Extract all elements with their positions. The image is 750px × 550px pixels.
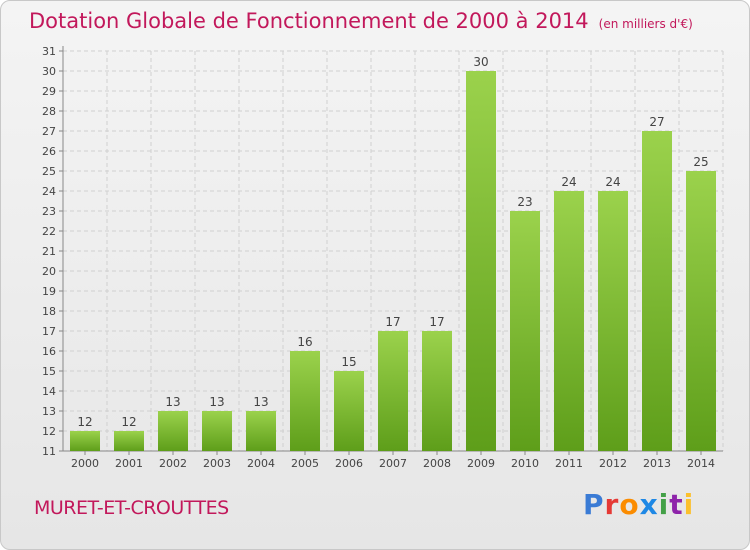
y-tick-label: 16 xyxy=(42,345,56,358)
y-tick-label: 25 xyxy=(42,165,56,178)
logo-letter: x xyxy=(639,488,659,521)
y-tick-label: 26 xyxy=(42,145,56,158)
bar-value-label: 17 xyxy=(385,315,400,329)
x-tick-label: 2009 xyxy=(467,457,495,470)
y-tick-label: 17 xyxy=(42,325,56,338)
y-tick-label: 13 xyxy=(42,405,56,418)
x-tick-label: 2010 xyxy=(511,457,539,470)
bar-2002 xyxy=(158,411,188,451)
y-tick-label: 27 xyxy=(42,125,56,138)
y-tick-label: 29 xyxy=(42,85,56,98)
title-text: Dotation Globale de Fonctionnement de 20… xyxy=(29,9,589,33)
y-tick-label: 19 xyxy=(42,285,56,298)
y-tick-label: 20 xyxy=(42,265,56,278)
x-tick-label: 2003 xyxy=(203,457,231,470)
chart-title: Dotation Globale de Fonctionnement de 20… xyxy=(29,9,693,33)
bar-2003 xyxy=(202,411,232,451)
y-tick-label: 18 xyxy=(42,305,56,318)
bar-2007 xyxy=(378,331,408,451)
bar-value-label: 27 xyxy=(649,115,664,129)
y-tick-label: 14 xyxy=(42,385,56,398)
bar-2004 xyxy=(246,411,276,451)
y-tick-label: 11 xyxy=(42,445,56,458)
bar-value-label: 24 xyxy=(561,175,576,189)
bar-2008 xyxy=(422,331,452,451)
x-tick-label: 2012 xyxy=(599,457,627,470)
x-tick-label: 2007 xyxy=(379,457,407,470)
y-tick-label: 31 xyxy=(42,45,56,58)
bar-value-label: 13 xyxy=(253,395,268,409)
bar-2013 xyxy=(642,131,672,451)
x-tick-label: 2008 xyxy=(423,457,451,470)
bar-value-label: 13 xyxy=(209,395,224,409)
bar-value-label: 23 xyxy=(517,195,532,209)
x-tick-label: 2005 xyxy=(291,457,319,470)
proxiti-logo: Proxiti xyxy=(583,488,694,521)
bar-2012 xyxy=(598,191,628,451)
logo-letter: i xyxy=(658,488,670,521)
y-tick-label: 30 xyxy=(42,65,56,78)
y-tick-label: 15 xyxy=(42,365,56,378)
bar-value-label: 30 xyxy=(473,55,488,69)
logo-letter: P xyxy=(583,488,605,521)
unit-label: (en milliers d'€) xyxy=(598,17,693,31)
x-tick-label: 2013 xyxy=(643,457,671,470)
x-tick-label: 2002 xyxy=(159,457,187,470)
y-tick-label: 23 xyxy=(42,205,56,218)
bar-value-label: 24 xyxy=(605,175,620,189)
bar-2009 xyxy=(466,71,496,451)
bar-value-label: 12 xyxy=(121,415,136,429)
y-tick-label: 28 xyxy=(42,105,56,118)
bar-value-label: 16 xyxy=(297,335,312,349)
bar-2010 xyxy=(510,211,540,451)
bar-2014 xyxy=(686,171,716,451)
bar-2001 xyxy=(114,431,144,451)
logo-letter: t xyxy=(669,488,684,521)
y-tick-label: 21 xyxy=(42,245,56,258)
bar-2011 xyxy=(554,191,584,451)
logo-letter: o xyxy=(619,488,640,521)
bar-value-label: 12 xyxy=(77,415,92,429)
x-tick-label: 2004 xyxy=(247,457,275,470)
bar-2006 xyxy=(334,371,364,451)
bar-value-label: 15 xyxy=(341,355,356,369)
logo-letter: i xyxy=(683,488,695,521)
x-tick-label: 2014 xyxy=(687,457,715,470)
x-tick-label: 2000 xyxy=(71,457,99,470)
x-tick-label: 2001 xyxy=(115,457,143,470)
x-tick-label: 2011 xyxy=(555,457,583,470)
bar-value-label: 25 xyxy=(693,155,708,169)
bar-2000 xyxy=(70,431,100,451)
y-tick-label: 22 xyxy=(42,225,56,238)
bar-value-label: 17 xyxy=(429,315,444,329)
bar-value-label: 13 xyxy=(165,395,180,409)
bar-2005 xyxy=(290,351,320,451)
logo-letter: r xyxy=(604,488,620,521)
x-tick-label: 2006 xyxy=(335,457,363,470)
commune-name: MURET-ET-CROUTTES xyxy=(34,497,229,519)
y-tick-label: 24 xyxy=(42,185,56,198)
y-tick-label: 12 xyxy=(42,425,56,438)
